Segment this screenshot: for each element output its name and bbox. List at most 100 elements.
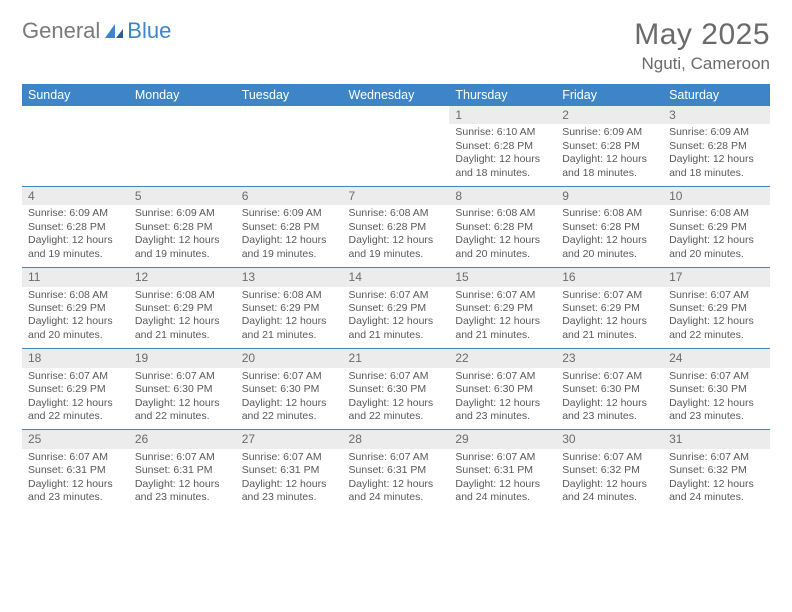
sunset-line: Sunset: 6:29 PM [455, 302, 550, 315]
sunset-line: Sunset: 6:31 PM [349, 464, 444, 477]
day-detail-cell: Sunrise: 6:07 AMSunset: 6:29 PMDaylight:… [343, 287, 450, 349]
sunrise-line: Sunrise: 6:07 AM [562, 451, 657, 464]
day-number-cell: 18 [22, 349, 129, 368]
day-detail-cell: Sunrise: 6:07 AMSunset: 6:31 PMDaylight:… [236, 449, 343, 511]
day-number-cell: 28 [343, 430, 450, 449]
day-number-cell [22, 106, 129, 124]
day-number-cell: 13 [236, 268, 343, 287]
daylight-line: Daylight: 12 hours and 24 minutes. [669, 478, 764, 505]
daylight-line: Daylight: 12 hours and 22 minutes. [349, 397, 444, 424]
col-saturday: Saturday [663, 84, 770, 106]
day-detail-cell: Sunrise: 6:07 AMSunset: 6:30 PMDaylight:… [663, 368, 770, 430]
day-detail-cell: Sunrise: 6:09 AMSunset: 6:28 PMDaylight:… [556, 124, 663, 186]
sunrise-line: Sunrise: 6:08 AM [349, 207, 444, 220]
day-number-cell: 10 [663, 187, 770, 206]
day-detail-cell: Sunrise: 6:09 AMSunset: 6:28 PMDaylight:… [22, 205, 129, 267]
logo-text-1: General [22, 18, 100, 44]
day-detail-cell: Sunrise: 6:07 AMSunset: 6:31 PMDaylight:… [343, 449, 450, 511]
sunset-line: Sunset: 6:30 PM [669, 383, 764, 396]
sunrise-line: Sunrise: 6:07 AM [349, 289, 444, 302]
day-detail-cell: Sunrise: 6:07 AMSunset: 6:31 PMDaylight:… [129, 449, 236, 511]
sunset-line: Sunset: 6:31 PM [28, 464, 123, 477]
daylight-line: Daylight: 12 hours and 18 minutes. [455, 153, 550, 180]
sunrise-line: Sunrise: 6:07 AM [669, 451, 764, 464]
daylight-line: Daylight: 12 hours and 19 minutes. [135, 234, 230, 261]
day-number-cell: 5 [129, 187, 236, 206]
day-number-cell: 7 [343, 187, 450, 206]
sunset-line: Sunset: 6:29 PM [669, 302, 764, 315]
sunset-line: Sunset: 6:28 PM [242, 221, 337, 234]
sunset-line: Sunset: 6:30 PM [349, 383, 444, 396]
daylight-line: Daylight: 12 hours and 19 minutes. [28, 234, 123, 261]
sunrise-line: Sunrise: 6:09 AM [669, 126, 764, 139]
day-detail-cell: Sunrise: 6:08 AMSunset: 6:29 PMDaylight:… [22, 287, 129, 349]
day-number-cell: 14 [343, 268, 450, 287]
header: General Blue May 2025 Nguti, Cameroon [22, 18, 770, 74]
day-detail-cell: Sunrise: 6:07 AMSunset: 6:31 PMDaylight:… [449, 449, 556, 511]
sunrise-line: Sunrise: 6:07 AM [562, 370, 657, 383]
detail-row: Sunrise: 6:10 AMSunset: 6:28 PMDaylight:… [22, 124, 770, 186]
sunrise-line: Sunrise: 6:07 AM [669, 289, 764, 302]
sunset-line: Sunset: 6:29 PM [562, 302, 657, 315]
sunset-line: Sunset: 6:29 PM [349, 302, 444, 315]
daylight-line: Daylight: 12 hours and 21 minutes. [562, 315, 657, 342]
sunset-line: Sunset: 6:31 PM [135, 464, 230, 477]
sunrise-line: Sunrise: 6:07 AM [242, 370, 337, 383]
day-number-cell: 16 [556, 268, 663, 287]
day-number-cell: 3 [663, 106, 770, 124]
day-detail-cell: Sunrise: 6:10 AMSunset: 6:28 PMDaylight:… [449, 124, 556, 186]
sunset-line: Sunset: 6:31 PM [455, 464, 550, 477]
col-friday: Friday [556, 84, 663, 106]
day-number-cell: 9 [556, 187, 663, 206]
sunset-line: Sunset: 6:28 PM [349, 221, 444, 234]
day-detail-cell: Sunrise: 6:08 AMSunset: 6:29 PMDaylight:… [129, 287, 236, 349]
detail-row: Sunrise: 6:07 AM Sunset: 6:29 PM Daylight:… [22, 368, 770, 430]
daylight-line: Daylight: 12 hours and 23 minutes. [28, 478, 123, 505]
sunrise-line: Sunrise: 6:07 AM [455, 451, 550, 464]
day-number-cell: 1 [449, 106, 556, 124]
title-block: May 2025 Nguti, Cameroon [634, 18, 770, 74]
daynum-row: 11121314151617 [22, 268, 770, 287]
day-number-cell: 27 [236, 430, 343, 449]
sunrise-line: Sunrise: 6:08 AM [669, 207, 764, 220]
day-detail-cell: Sunrise: 6:07 AMSunset: 6:30 PMDaylight:… [129, 368, 236, 430]
sunset-line: Sunset: 6:28 PM [135, 221, 230, 234]
day-number-cell: 23 [556, 349, 663, 368]
sunrise-line: Sunrise: 6:09 AM [242, 207, 337, 220]
daylight-line: Daylight: 12 hours and 20 minutes. [28, 315, 123, 342]
sunrise-line: Sunrise: 6:09 AM [562, 126, 657, 139]
daylight-line: Daylight: 12 hours and 24 minutes. [455, 478, 550, 505]
col-monday: Monday [129, 84, 236, 106]
day-detail-cell: Sunrise: 6:08 AMSunset: 6:28 PMDaylight:… [556, 205, 663, 267]
sunset-line: Sunset: 6:28 PM [28, 221, 123, 234]
daylight-line: Daylight: 12 hours and 23 minutes. [669, 397, 764, 424]
calendar-table: Sunday Monday Tuesday Wednesday Thursday… [22, 84, 770, 511]
detail-row: Sunrise: 6:09 AMSunset: 6:28 PMDaylight:… [22, 205, 770, 267]
daylight-line: Daylight: 12 hours and 24 minutes. [349, 478, 444, 505]
sunset-line: Sunset: 6:29 PM [28, 383, 123, 396]
daylight-line: Daylight: 12 hours and 19 minutes. [242, 234, 337, 261]
day-number-cell: 26 [129, 430, 236, 449]
sunrise-line: Sunrise: 6:07 AM [242, 451, 337, 464]
col-wednesday: Wednesday [343, 84, 450, 106]
day-number-cell: 24 [663, 349, 770, 368]
sunset-line: Sunset: 6:29 PM [242, 302, 337, 315]
day-number-cell: 4 [22, 187, 129, 206]
sunset-line: Sunset: 6:28 PM [455, 221, 550, 234]
daylight-line: Daylight: 12 hours and 20 minutes. [562, 234, 657, 261]
weekday-header-row: Sunday Monday Tuesday Wednesday Thursday… [22, 84, 770, 106]
sunrise-line: Sunrise: 6:10 AM [455, 126, 550, 139]
day-detail-cell: Sunrise: 6:07 AMSunset: 6:29 PMDaylight:… [449, 287, 556, 349]
sunrise-line: Sunrise: 6:07 AM [135, 451, 230, 464]
sunrise-line: Sunrise: 6:07 AM [562, 289, 657, 302]
daylight-line: Daylight: 12 hours and 22 minutes. [242, 397, 337, 424]
sunrise-line: Sunrise: 6:08 AM [28, 289, 123, 302]
day-number-cell: 20 [236, 349, 343, 368]
daylight-line: Daylight: 12 hours and 23 minutes. [455, 397, 550, 424]
month-title: May 2025 [634, 18, 770, 52]
daylight-line: Daylight: 12 hours and 23 minutes. [562, 397, 657, 424]
col-tuesday: Tuesday [236, 84, 343, 106]
sunrise-line: Sunrise: 6:09 AM [28, 207, 123, 220]
day-detail-cell [129, 124, 236, 186]
sunset-line: Sunset: 6:28 PM [562, 221, 657, 234]
